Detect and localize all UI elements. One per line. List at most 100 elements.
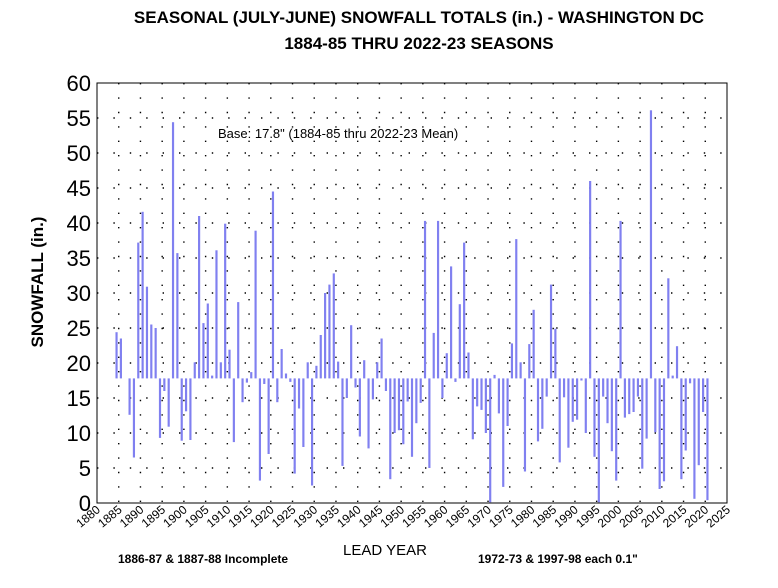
- bar-1922: [280, 349, 283, 379]
- x-tick-label: 2025: [703, 502, 733, 530]
- bar-2001: [623, 378, 626, 418]
- bar-1888: [132, 378, 136, 458]
- bar-2020: [706, 378, 709, 501]
- y-tick-label: 5: [79, 456, 91, 481]
- bar-1918: [263, 378, 266, 384]
- y-tick-label: 45: [67, 176, 91, 201]
- bar-1908: [219, 362, 222, 379]
- bar-1893: [154, 328, 157, 379]
- bar-1963: [458, 304, 461, 379]
- y-tick-label: 40: [67, 211, 91, 236]
- bar-2019: [702, 378, 705, 412]
- bar-1992: [584, 378, 587, 433]
- bar-1932: [324, 293, 327, 379]
- bar-1921: [276, 378, 279, 403]
- bars: [115, 110, 709, 503]
- bar-1998: [610, 378, 613, 452]
- bar-1894: [158, 378, 162, 438]
- bar-1941: [363, 360, 366, 379]
- y-tick-label: 30: [67, 281, 91, 306]
- bar-1959: [441, 378, 444, 398]
- bar-1920: [271, 191, 275, 379]
- bar-1946: [384, 378, 388, 391]
- bar-1909: [224, 223, 227, 379]
- bar-1993: [589, 181, 592, 379]
- bar-1971: [493, 374, 496, 379]
- bar-1913: [241, 378, 244, 403]
- bar-1954: [419, 378, 422, 403]
- chart-title: SEASONAL (JULY-JUNE) SNOWFALL TOTALS (in…: [133, 8, 705, 27]
- bar-1985: [554, 328, 557, 379]
- trace-seasons-note: 1972-73 & 1997-98 each 0.1": [478, 552, 638, 566]
- bar-1889: [137, 242, 140, 379]
- bar-1900: [184, 378, 188, 412]
- bar-2004: [636, 378, 640, 397]
- bar-2007: [649, 110, 653, 379]
- bar-2012: [671, 375, 674, 379]
- bar-2016: [688, 378, 692, 384]
- bar-1984: [549, 284, 553, 379]
- bar-1910: [228, 349, 231, 379]
- bar-1899: [180, 378, 183, 441]
- bar-1958: [436, 220, 440, 379]
- bar-1966: [471, 378, 474, 440]
- bar-1898: [176, 253, 179, 379]
- bar-1990: [576, 378, 579, 420]
- bar-2005: [641, 378, 644, 469]
- y-tick-label: 50: [67, 141, 91, 166]
- bar-1951: [406, 378, 409, 402]
- bar-1996: [602, 378, 605, 397]
- bar-1969: [484, 378, 487, 433]
- bar-1943: [371, 378, 374, 400]
- bar-1904: [202, 323, 205, 379]
- y-axis-label: SNOWFALL (in.): [28, 216, 47, 348]
- bar-1936: [341, 378, 344, 466]
- bar-1945: [380, 338, 383, 379]
- y-tick-label: 55: [67, 106, 91, 131]
- bar-1974: [506, 378, 509, 426]
- y-tick-label: 10: [67, 421, 91, 446]
- bar-1901: [189, 378, 192, 440]
- bar-1933: [328, 284, 331, 379]
- y-tick-label: 0: [79, 491, 91, 516]
- bar-1934: [332, 273, 335, 379]
- bar-1948: [393, 378, 396, 433]
- x-tick-labels: 1880188518901895190019051910191519201925…: [73, 502, 733, 530]
- bar-1897: [171, 122, 175, 379]
- bar-1968: [480, 378, 483, 410]
- bar-1950: [402, 378, 405, 445]
- bar-2006: [645, 378, 648, 439]
- bar-1917: [258, 378, 262, 481]
- y-tick-label: 15: [67, 386, 91, 411]
- bar-2000: [619, 220, 622, 379]
- bar-1960: [445, 353, 448, 379]
- bar-1949: [397, 378, 401, 431]
- bar-1884: [115, 332, 118, 379]
- x-axis-label: LEAD YEAR: [343, 542, 427, 559]
- y-tick-label: 35: [67, 246, 91, 271]
- bar-2013: [675, 346, 679, 379]
- bar-1919: [267, 378, 270, 454]
- bar-1944: [376, 362, 379, 379]
- bar-2018: [697, 378, 700, 466]
- bar-1942: [367, 378, 370, 449]
- bar-1956: [428, 378, 431, 468]
- bar-1977: [519, 362, 522, 379]
- bar-1928: [306, 362, 309, 379]
- bar-1986: [558, 378, 561, 463]
- bar-1927: [302, 378, 305, 447]
- bar-1891: [145, 286, 149, 379]
- bar-1902: [193, 362, 196, 379]
- bar-1911: [232, 378, 235, 443]
- bar-1991: [580, 378, 583, 381]
- bar-1975: [510, 343, 514, 379]
- bar-1982: [541, 378, 544, 429]
- bar-1961: [450, 266, 453, 379]
- bar-1981: [536, 378, 540, 442]
- y-tick-label: 25: [67, 316, 91, 341]
- bar-1937: [345, 378, 348, 398]
- bar-1935: [337, 361, 340, 379]
- bar-1929: [310, 378, 314, 486]
- bar-1953: [415, 378, 418, 424]
